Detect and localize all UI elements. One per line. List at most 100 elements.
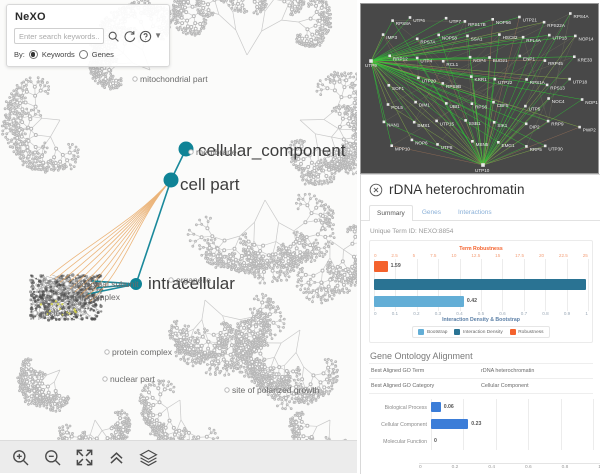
gridline — [496, 433, 497, 450]
tick-label: 12.5 — [471, 253, 480, 258]
go-category-label: Cellular Component — [369, 422, 431, 428]
tick-label: 0 — [419, 465, 422, 470]
tick-label: 0 — [374, 253, 377, 258]
help-icon[interactable] — [139, 30, 152, 43]
tick-label: 22.5 — [559, 253, 568, 258]
legend-item: Bootstrap — [418, 329, 447, 335]
tick-label: 7.5 — [430, 253, 436, 258]
gridline — [561, 416, 562, 433]
go-bar — [431, 402, 441, 412]
layers-icon[interactable] — [139, 448, 158, 467]
detail-tabs[interactable]: Summary Genes Interactions — [361, 204, 600, 221]
tick-label: 0.4 — [456, 311, 462, 316]
go-alignment-heading: Gene Ontology Alignment — [361, 343, 600, 363]
legend-item: Robustness — [510, 329, 544, 335]
fit-screen-icon[interactable] — [75, 448, 94, 467]
detail-header: rDNA heterochromatin — [361, 175, 600, 201]
tick-label: 0.5 — [478, 311, 484, 316]
graph-toolbar[interactable] — [0, 440, 357, 473]
tick-label: 0.4 — [488, 465, 495, 470]
bar-bootstrap — [374, 296, 464, 307]
gridline — [463, 399, 464, 416]
gridline — [496, 416, 497, 433]
go-bar-value: 0.23 — [471, 416, 481, 433]
tick-label: 2.5 — [391, 253, 397, 258]
tab-summary[interactable]: Summary — [369, 205, 413, 221]
gridline — [593, 416, 594, 433]
go-bar-value: 0 — [434, 433, 437, 450]
radio-keywords-label: Keywords — [42, 50, 75, 59]
go-term-key: Best Aligned GO Term — [371, 368, 481, 374]
tick-label: 0 — [374, 311, 377, 316]
search-by-row[interactable]: By: Keywords Genes — [14, 50, 162, 59]
gridline — [463, 433, 464, 450]
density-axis-title: Interaction Density & Bootstrap — [374, 317, 588, 323]
unique-term-id: Unique Term ID: NEXO:8854 — [361, 221, 600, 238]
tick-label: 0.8 — [562, 465, 569, 470]
radio-keywords[interactable] — [29, 50, 38, 59]
go-category-label: Biological Process — [369, 405, 431, 411]
tick-label: 20 — [539, 253, 544, 258]
search-panel[interactable]: NeXO ▼ By: Keywords Ge — [6, 4, 170, 67]
go-alignment-table: Best Aligned GO Term rDNA heterochromati… — [369, 363, 593, 394]
search-icon[interactable] — [107, 30, 120, 43]
search-row[interactable]: ▼ — [14, 28, 162, 44]
legend-swatch — [454, 329, 460, 335]
tab-interactions[interactable]: Interactions — [450, 204, 500, 220]
gridline — [593, 433, 594, 450]
collapse-icon[interactable] — [107, 448, 126, 467]
legend-swatch — [418, 329, 424, 335]
gridline — [528, 416, 529, 433]
legend-label: Robustness — [518, 330, 543, 335]
legend-label: Bootstrap — [427, 330, 448, 335]
go-category-label: Molecular Function — [369, 439, 431, 445]
tick-label: 15 — [495, 253, 500, 258]
tick-label: 10 — [451, 253, 456, 258]
table-row: Best Aligned GO Category Cellular Compon… — [369, 379, 593, 394]
tick-label: 0.8 — [542, 311, 548, 316]
tick-label: 25 — [583, 253, 588, 258]
go-category-key: Best Aligned GO Category — [371, 383, 481, 389]
tick-label: 0.6 — [499, 311, 505, 316]
tick-label: 1 — [585, 311, 588, 316]
zoom-out-icon[interactable] — [43, 448, 62, 467]
gridline — [561, 399, 562, 416]
page-title: rDNA heterochromatin — [389, 182, 525, 197]
gridline — [561, 433, 562, 450]
close-circle-icon[interactable] — [369, 183, 383, 197]
go-bar-track: 0 — [431, 433, 593, 450]
search-input[interactable] — [14, 28, 104, 44]
tick-label: 17.5 — [515, 253, 524, 258]
go-bar — [431, 419, 468, 429]
tab-genes[interactable]: Genes — [414, 204, 449, 220]
zoom-in-icon[interactable] — [11, 448, 30, 467]
tick-label: 0.9 — [564, 311, 570, 316]
table-row: Best Aligned GO Term rDNA heterochromati… — [369, 364, 593, 379]
tick-label: 0.2 — [452, 465, 459, 470]
go-chart-axis-ticks: 00.20.40.60.81 — [419, 463, 600, 470]
term-detail-panel[interactable]: rDNA heterochromatin Summary Genes Inter… — [360, 174, 600, 474]
gridline — [496, 399, 497, 416]
legend-item: Interaction Density — [454, 329, 502, 335]
chevron-down-icon[interactable]: ▼ — [154, 32, 162, 40]
radio-genes[interactable] — [79, 50, 88, 59]
go-bar-track: 0.23 — [431, 416, 593, 433]
bar-value-label: 0.42 — [467, 296, 477, 307]
go-bar-track: 0.06 — [431, 399, 593, 416]
tick-label: 0.7 — [521, 311, 527, 316]
tick-label: 5 — [413, 253, 416, 258]
refresh-icon[interactable] — [123, 30, 136, 43]
app-title: NeXO — [15, 11, 162, 23]
biological-process-heading: Biological Process — [361, 470, 600, 474]
